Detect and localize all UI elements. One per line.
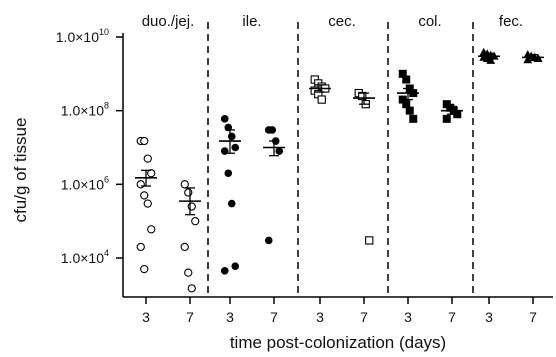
y-tick-base: 1.0×10 bbox=[61, 176, 104, 192]
data-point bbox=[402, 75, 411, 84]
data-marks bbox=[135, 47, 544, 293]
y-tick-base: 1.0×10 bbox=[61, 250, 104, 266]
data-point bbox=[184, 188, 193, 197]
y-axis-title: cfu/g of tissue bbox=[11, 118, 30, 223]
panel-label: duo./jej. bbox=[142, 13, 195, 30]
data-point bbox=[264, 236, 273, 245]
panel-labels: duo./jej. ile. cec. col. fec. bbox=[142, 13, 523, 30]
data-point bbox=[268, 126, 277, 134]
data-point bbox=[402, 100, 411, 109]
data-point bbox=[184, 268, 193, 277]
data-point bbox=[409, 114, 418, 123]
data-point bbox=[523, 55, 533, 64]
x-tick-label: 3 bbox=[404, 309, 412, 325]
data-point bbox=[231, 262, 240, 270]
data-point bbox=[136, 242, 145, 252]
x-axis-title: time post-colonization (days) bbox=[230, 333, 446, 352]
x-tick-label: 7 bbox=[360, 309, 368, 325]
data-point bbox=[442, 114, 451, 123]
x-ticks: 3 7 3 7 3 7 3 7 3 7 bbox=[142, 297, 537, 325]
data-point bbox=[453, 110, 462, 119]
y-tick-label: 1.0×108 bbox=[61, 101, 109, 119]
data-point bbox=[191, 217, 200, 226]
data-point bbox=[147, 225, 156, 234]
x-tick-label: 3 bbox=[142, 309, 150, 325]
x-tick-label: 3 bbox=[226, 309, 234, 325]
data-point bbox=[231, 143, 240, 152]
panel-separators bbox=[207, 22, 474, 297]
data-point bbox=[220, 115, 229, 123]
data-point bbox=[275, 147, 284, 155]
data-point bbox=[227, 199, 236, 208]
x-tick-label: 7 bbox=[448, 309, 456, 325]
data-point bbox=[147, 169, 156, 178]
x-tick-label: 7 bbox=[270, 309, 278, 325]
data-point bbox=[187, 284, 196, 293]
y-tick-base: 1.0×10 bbox=[56, 29, 99, 45]
axes bbox=[122, 33, 553, 298]
panel-label: fec. bbox=[499, 13, 523, 30]
data-point bbox=[140, 191, 149, 200]
data-point bbox=[180, 242, 189, 252]
data-point bbox=[227, 132, 236, 141]
y-tick-label: 1.0×104 bbox=[61, 248, 109, 266]
data-point bbox=[317, 95, 326, 104]
y-tick-base: 1.0×10 bbox=[61, 103, 104, 119]
data-point bbox=[405, 106, 414, 115]
data-point bbox=[358, 91, 367, 101]
x-tick-label: 3 bbox=[316, 309, 324, 325]
data-point bbox=[220, 266, 229, 275]
panel-label: col. bbox=[418, 13, 441, 30]
y-tick-exponent: 8 bbox=[104, 101, 109, 111]
data-point bbox=[187, 202, 196, 211]
data-point bbox=[398, 95, 407, 104]
panel-label: cec. bbox=[328, 13, 356, 30]
panel-label: ile. bbox=[242, 13, 261, 30]
data-point bbox=[398, 69, 407, 78]
data-point bbox=[136, 180, 145, 189]
data-point bbox=[365, 236, 374, 245]
y-tick-exponent: 10 bbox=[99, 27, 109, 37]
x-tick-label: 7 bbox=[529, 309, 537, 325]
data-point bbox=[143, 199, 152, 208]
data-point bbox=[140, 136, 149, 146]
y-tick-label: 1.0×1010 bbox=[56, 27, 109, 45]
y-tick-exponent: 6 bbox=[104, 174, 109, 184]
x-tick-label: 3 bbox=[485, 309, 493, 325]
x-tick-label: 7 bbox=[186, 309, 194, 325]
data-point bbox=[140, 264, 149, 274]
y-tick-exponent: 4 bbox=[104, 248, 109, 258]
data-point bbox=[143, 154, 152, 163]
data-point bbox=[224, 169, 233, 178]
y-tick-label: 1.0×106 bbox=[61, 174, 109, 192]
data-point bbox=[180, 180, 189, 189]
data-point bbox=[486, 55, 496, 64]
